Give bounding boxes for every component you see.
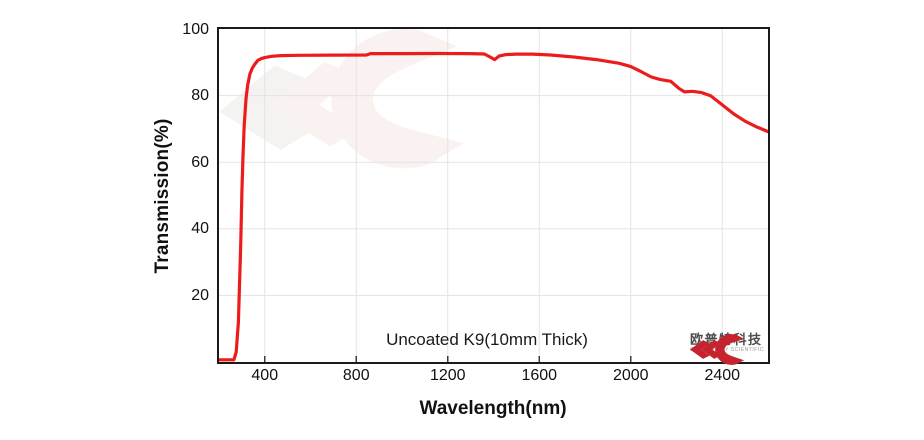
transmission-curve — [219, 51, 768, 362]
y-tick-label: 20 — [191, 286, 209, 304]
y-tick-label: 80 — [191, 87, 209, 105]
brand-logo-emblem-icon — [690, 334, 745, 365]
y-tick-label: 60 — [191, 153, 209, 171]
x-axis-title: Wavelength(nm) — [419, 398, 567, 419]
brand-name-english: GOLDEN WAY SCIENTIFIC — [690, 347, 764, 353]
plot-svg — [219, 29, 768, 362]
plot-area: Uncoated K9(10mm Thick) 欧普特科技 GOLDEN WAY… — [217, 27, 770, 365]
y-tick-label: 100 — [182, 20, 209, 38]
y-axis-title: Transmission(%) — [152, 118, 173, 274]
x-tick-label: 2000 — [612, 367, 649, 384]
brand-logo: 欧普特科技 GOLDEN WAY SCIENTIFIC — [690, 333, 764, 365]
series-annotation: Uncoated K9(10mm Thick) — [386, 330, 588, 349]
y-tick-label: 40 — [191, 220, 209, 238]
x-tick-label: 1600 — [521, 367, 558, 384]
x-tick-label: 800 — [342, 367, 370, 384]
x-tick-label: 1200 — [429, 367, 466, 384]
x-tick-label: 400 — [251, 367, 279, 384]
x-tick-label: 2400 — [704, 367, 741, 384]
